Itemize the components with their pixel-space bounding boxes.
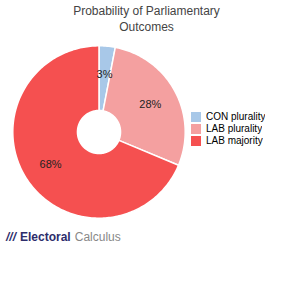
svg-text:28%: 28% — [139, 98, 161, 110]
html-text:LAB majority: LAB majority — [206, 135, 263, 147]
svg-text:68%: 68% — [40, 158, 62, 170]
html-text:CON plurality: CON plurality — [206, 111, 266, 123]
html-text:/// Electoral Calculus: /// Electoral Calculus — [6, 230, 121, 245]
svg-text:3%: 3% — [97, 68, 113, 80]
html-text:LAB plurality: LAB plurality — [206, 123, 263, 135]
html-text:Probability of Parliamentary O: Probability of Parliamentary Outcomes — [73, 4, 220, 34]
